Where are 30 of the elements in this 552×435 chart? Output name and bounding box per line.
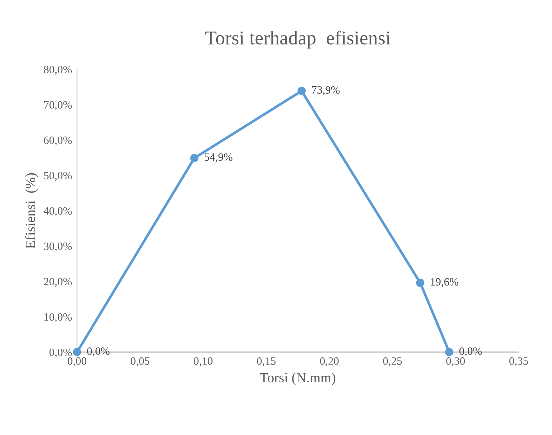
y-tick-label: 10,0% [44,313,72,323]
x-tick-label: 0,25 [383,358,402,367]
point [298,86,306,96]
y-tick-label: 30,0% [44,242,72,252]
data-label: 73,9% [312,86,340,96]
point [416,278,425,288]
x-tick-label: 0,15 [257,358,276,367]
y-tick-label: 20,0% [44,278,72,288]
data-label: 0,0% [87,348,110,357]
point [445,348,454,357]
chart-title: Torsi terhadap efisiensi [205,30,391,49]
data-label: 54,9% [204,154,233,163]
y-tick-label: 40,0% [44,207,72,217]
x-tick-label: 0,30 [446,358,466,367]
x-tick-label: 0,20 [320,358,339,367]
data-label: 0,0% [460,348,482,357]
x-tick-label: 0,05 [131,358,150,367]
y-tick-label: 50,0% [44,172,72,182]
y-tick-label: 70,0% [44,101,72,111]
y-tick-label: 60,0% [44,136,72,146]
point [190,154,199,162]
y-tick-label: 80,0% [44,66,72,76]
x-axis-title: Torsi (N.mm) [260,372,336,386]
y-axis-title: Efisiensi (%) [25,173,38,249]
x-tick-label: 0,35 [510,358,528,367]
x-tick-label: 0,10 [194,358,213,367]
y-tick-label: 0,0% [50,348,72,358]
x-tick-label: 0,00 [68,358,87,367]
point [73,348,82,357]
data-label: 19,6% [431,278,459,288]
